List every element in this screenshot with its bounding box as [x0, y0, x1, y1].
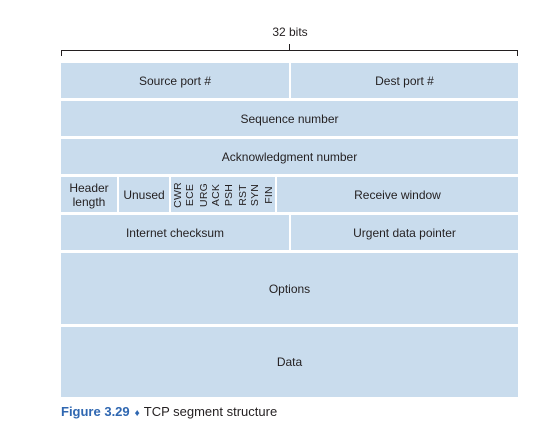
- field-unused: Unused: [117, 177, 169, 212]
- figure-title: TCP segment structure: [143, 404, 278, 419]
- field-header-length: Header length: [61, 177, 117, 212]
- flag-cwr: CWR: [171, 181, 184, 208]
- field-sequence-number: Sequence number: [240, 111, 339, 126]
- field-internet-checksum: Internet checksum: [125, 225, 225, 240]
- bracket-right-tick: [517, 50, 518, 56]
- row-ports: Source port # Dest port #: [61, 63, 518, 98]
- field-source-port: Source port #: [138, 73, 212, 88]
- row-sequence: Sequence number: [61, 98, 518, 136]
- field-data: Data: [276, 355, 303, 369]
- bracket-left-tick: [61, 50, 62, 56]
- field-ack-number: Acknowledgment number: [221, 149, 358, 164]
- flag-rst: RST: [236, 183, 249, 206]
- header-length-line1: Header: [69, 180, 109, 195]
- field-receive-window: Receive window: [275, 177, 518, 212]
- figure-label: Figure 3.29: [61, 404, 130, 419]
- flag-syn: SYN: [249, 183, 262, 206]
- row-data: Data: [61, 324, 518, 397]
- flag-fin: FIN: [262, 185, 275, 204]
- row-options: Options: [61, 250, 518, 324]
- figure-caption: Figure 3.29 ♦ TCP segment structure: [61, 404, 277, 419]
- width-bracket: [61, 44, 518, 56]
- flag-ece: ECE: [184, 183, 197, 206]
- flag-psh: PSH: [223, 183, 236, 206]
- row-control: Header length Unused CWR ECE URG ACK PSH…: [61, 174, 518, 212]
- flag-urg: URG: [197, 182, 210, 207]
- tcp-segment: Source port # Dest port # Sequence numbe…: [61, 63, 518, 397]
- diamond-icon: ♦: [134, 408, 140, 419]
- flag-ack: ACK: [210, 183, 223, 206]
- header-length-line2: length: [72, 194, 106, 209]
- field-flags: CWR ECE URG ACK PSH RST SYN FIN: [169, 177, 275, 212]
- field-urgent-pointer: Urgent data pointer: [289, 215, 518, 250]
- bracket-line: [61, 50, 518, 51]
- row-ack: Acknowledgment number: [61, 136, 518, 174]
- field-options: Options: [268, 281, 311, 296]
- field-dest-port: Dest port #: [289, 63, 518, 98]
- row-checksum: Internet checksum Urgent data pointer: [61, 212, 518, 250]
- bits-label: 32 bits: [272, 25, 308, 39]
- bracket-center-tick: [289, 44, 290, 50]
